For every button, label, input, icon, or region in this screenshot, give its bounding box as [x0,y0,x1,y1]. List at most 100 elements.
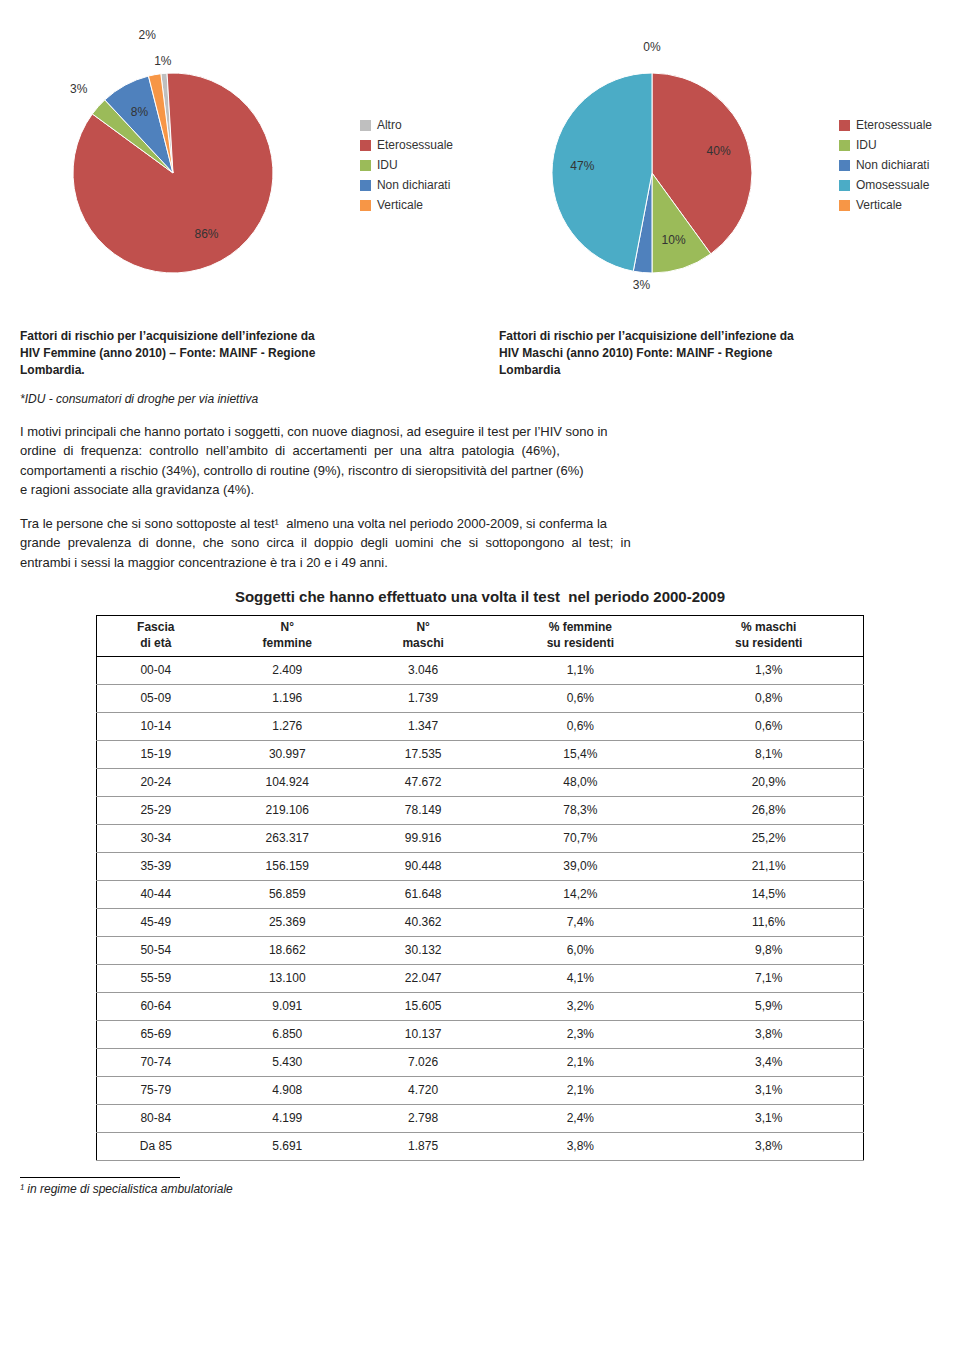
html-text:7,1%: 7,1% [755,971,783,986]
html-text:30.132: 30.132 [404,943,442,958]
html-text:1,3%: 1,3% [755,663,783,678]
html-text:9,8%: 9,8% [755,943,783,958]
html-text:Fattori di rischio per l’acqui: Fattori di rischio per l’acquisizione de… [499,329,794,377]
html-text:13.100: 13.100 [268,971,306,986]
html-text:I motivi principali che hanno: I motivi principali che hanno portato i … [20,424,608,498]
html-text:15.605: 15.605 [404,999,442,1014]
html-text:70-74: 70-74 [140,1055,172,1070]
html-text:25-29: 25-29 [140,803,172,818]
html-text:40-44: 40-44 [140,887,172,902]
html-text:Fattori di rischio per l’acqui: Fattori di rischio per l’acquisizione de… [20,329,316,377]
html-text:15-19: 15-19 [140,747,172,762]
html-text:10.137: 10.137 [404,1027,442,1042]
html-text:N° femmine: N° femmine [262,620,312,651]
html-text:9.091: 9.091 [272,999,303,1014]
svg-text:1%: 1% [154,54,172,68]
html-text:55-59: 55-59 [140,971,172,986]
html-text:30.997: 30.997 [268,747,306,762]
html-text:10-14: 10-14 [140,719,172,734]
html-text:156.159: 156.159 [265,859,309,874]
html-text:2,1%: 2,1% [566,1083,594,1098]
html-text:18.662: 18.662 [268,943,306,958]
html-text:8,1%: 8,1% [755,747,783,762]
html-text:00-04: 00-04 [140,663,172,678]
html-text:2,3%: 2,3% [566,1027,594,1042]
html-text:11,6%: 11,6% [752,915,786,930]
html-text:25.369: 25.369 [268,915,306,930]
html-text:6,0%: 6,0% [566,943,594,958]
html-text:56.859: 56.859 [268,887,306,902]
svg-text:40%: 40% [707,144,731,158]
html-text:26,8%: 26,8% [751,803,786,818]
svg-text:3%: 3% [633,278,651,292]
html-text:3,8%: 3,8% [755,1027,783,1042]
html-text:0,6%: 0,6% [566,719,594,734]
html-text:20,9%: 20,9% [751,775,786,790]
html-text:5,9%: 5,9% [755,999,783,1014]
html-text:40.362: 40.362 [404,915,442,930]
html-text:2,1%: 2,1% [566,1055,594,1070]
html-text:0,8%: 0,8% [755,691,783,706]
html-text:61.648: 61.648 [404,887,442,902]
html-text:1.196: 1.196 [272,691,303,706]
html-text:4,1%: 4,1% [566,971,594,986]
html-text:47.672: 47.672 [404,775,442,790]
html-text:7,4%: 7,4% [566,915,594,930]
svg-text:0%: 0% [643,40,661,54]
html-text:% femmine su residenti: % femmine su residenti [546,620,614,651]
html-text:21,1%: 21,1% [751,859,786,874]
html-text:50-54: 50-54 [140,943,172,958]
html-text:0,6%: 0,6% [755,719,783,734]
html-text:0,6%: 0,6% [566,691,594,706]
html-text:Tra le persone che si sono sot: Tra le persone che si sono sottoposte al… [20,516,631,570]
html-text:4.908: 4.908 [272,1083,303,1098]
html-text:22.047: 22.047 [404,971,442,986]
html-text:05-09: 05-09 [140,691,172,706]
html-text:20-24: 20-24 [140,775,172,790]
html-text:14,5%: 14,5% [751,887,786,902]
html-text:45-49: 45-49 [140,915,172,930]
html-text:1,1%: 1,1% [566,663,594,678]
html-text:1.276: 1.276 [272,719,303,734]
html-text:78.149: 78.149 [404,803,442,818]
html-text:48,0%: 48,0% [563,775,598,790]
html-text:104.924: 104.924 [265,775,309,790]
html-text:25,2%: 25,2% [751,831,786,846]
svg-text:2%: 2% [139,28,157,42]
html-text:1.739: 1.739 [408,691,439,706]
html-text:17.535: 17.535 [404,747,442,762]
html-text:*IDU - consumatori di droghe p: *IDU - consumatori di droghe per via ini… [20,392,259,407]
svg-text:47%: 47% [570,159,594,173]
svg-text:3%: 3% [70,82,88,96]
html-text:30-34: 30-34 [140,831,172,846]
html-text:35-39: 35-39 [140,859,172,874]
html-text:N° maschi: N° maschi [402,620,444,651]
html-text:3,4%: 3,4% [755,1055,783,1070]
html-text:1.347: 1.347 [408,719,439,734]
html-text:263.317: 263.317 [265,831,309,846]
svg-text:8%: 8% [131,105,149,119]
html-text:99.916: 99.916 [404,831,442,846]
html-text:219.106: 219.106 [265,803,309,818]
html-text:7.026: 7.026 [408,1055,439,1070]
html-text:15,4%: 15,4% [563,747,598,762]
html-text:65-69: 65-69 [140,1027,172,1042]
html-text:60-64: 60-64 [140,999,172,1014]
html-text:3,2%: 3,2% [566,999,594,1014]
html-text:70,7%: 70,7% [563,831,598,846]
html-text:90.448: 90.448 [404,859,442,874]
svg-text:10%: 10% [662,233,686,247]
html-text:5.430: 5.430 [272,1055,303,1070]
html-text:39,0%: 39,0% [563,859,598,874]
html-text:3.046: 3.046 [408,663,439,678]
html-text:14,2%: 14,2% [563,887,598,902]
html-text:% maschi su residenti: % maschi su residenti [735,620,803,651]
html-text:Soggetti che hanno effettuato: Soggetti che hanno effettuato una volta … [235,588,725,606]
html-text:75-79: 75-79 [140,1083,172,1098]
svg-text:86%: 86% [194,227,218,241]
html-text:6.850: 6.850 [272,1027,303,1042]
html-text:Fascia di età: Fascia di età [137,620,175,651]
html-text:4.720: 4.720 [408,1083,439,1098]
html-text:2.409: 2.409 [272,663,303,678]
html-text:78,3%: 78,3% [563,803,598,818]
